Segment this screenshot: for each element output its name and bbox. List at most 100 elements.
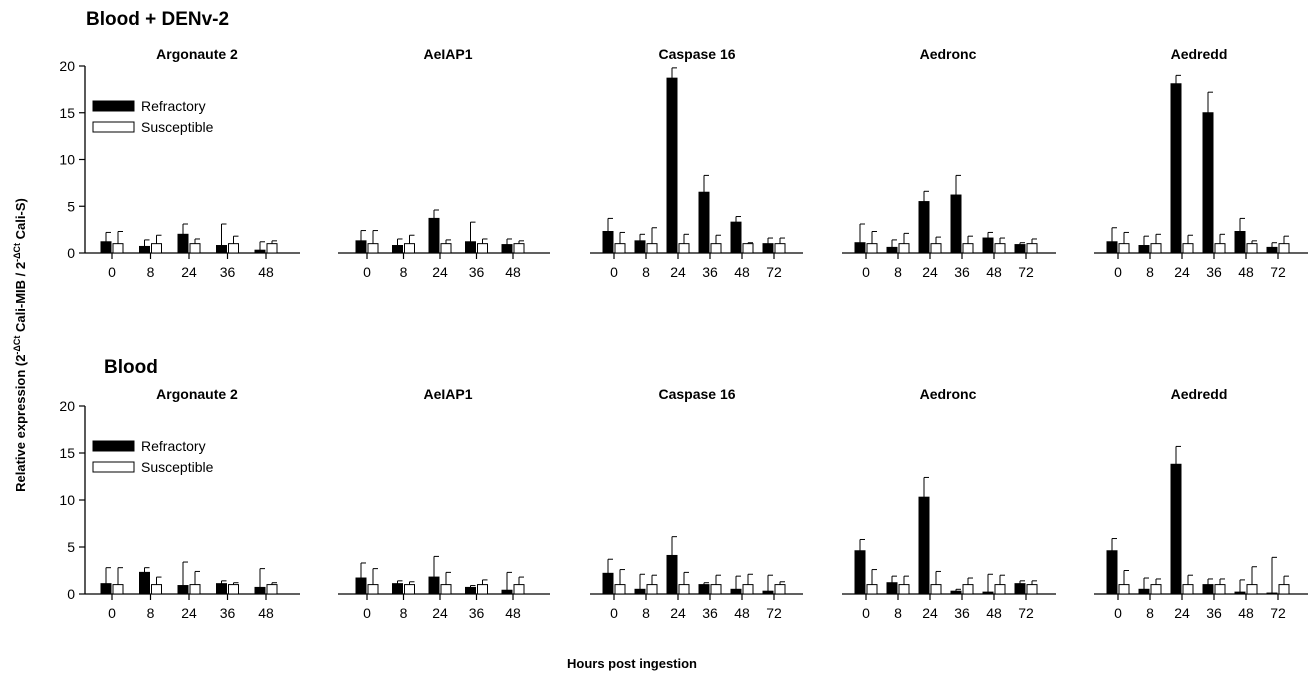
susceptible-bar: [930, 243, 942, 254]
susceptible-bar: [742, 584, 754, 595]
panel-title: Argonaute 2: [156, 46, 238, 62]
refractory-bar: [918, 201, 930, 254]
x-tick-label: 72: [1018, 605, 1034, 621]
panel-title: Aedredd: [1171, 46, 1228, 62]
refractory-bar: [602, 572, 614, 595]
refractory-bar: [762, 590, 774, 595]
susceptible-bar: [898, 584, 910, 595]
susceptible-bar: [962, 584, 974, 595]
susceptible-bar: [774, 243, 786, 254]
susceptible-bar: [228, 243, 239, 254]
x-tick-label: 48: [986, 605, 1002, 621]
x-tick-label: 0: [610, 264, 618, 280]
x-tick-label: 48: [1238, 264, 1254, 280]
panel-title: Aedronc: [920, 46, 977, 62]
susceptible-bar: [189, 243, 201, 254]
x-tick-label: 72: [766, 264, 782, 280]
refractory-bar: [100, 241, 112, 254]
refractory-bar: [1170, 463, 1182, 595]
panel-title: Aedronc: [920, 386, 977, 402]
x-tick-label: 0: [363, 605, 371, 621]
legend: Refractory Susceptible: [92, 438, 214, 475]
refractory-bar: [1014, 583, 1026, 595]
refractory-bar: [465, 586, 476, 595]
refractory-bar: [392, 583, 403, 595]
refractory-bar: [762, 243, 774, 254]
x-tick-label: 0: [1114, 264, 1122, 280]
legend-refractory-label: Refractory: [141, 438, 206, 454]
susceptible-bar: [710, 243, 722, 254]
x-tick-label: 72: [1270, 264, 1286, 280]
x-tick-label: 0: [108, 264, 116, 280]
refractory-bar: [216, 245, 227, 254]
x-tick-label: 36: [702, 605, 718, 621]
x-tick-label: 48: [505, 264, 521, 280]
susceptible-bar: [866, 243, 878, 254]
x-tick-label: 0: [363, 264, 371, 280]
legend-susceptible-swatch: [92, 461, 135, 473]
x-tick-label: 8: [894, 264, 902, 280]
susceptible-bar: [994, 584, 1006, 595]
chart-panels: Argonaute 2 0 5 10 15 20 Refractory Susceptible…: [59, 46, 1308, 621]
susceptible-bar: [1246, 584, 1258, 595]
refractory-bar: [854, 242, 866, 254]
refractory-bar: [1138, 245, 1150, 254]
refractory-bar: [428, 217, 440, 254]
x-tick-label: 36: [220, 605, 236, 621]
x-tick-label: 48: [505, 605, 521, 621]
panel-1-0: Argonaute 2 0 5 10 15 20 Refractory Susceptible…: [59, 386, 300, 621]
susceptible-bar: [112, 243, 124, 254]
y-tick-label: 20: [59, 398, 75, 414]
refractory-bar: [886, 582, 898, 595]
x-tick-label: 24: [181, 264, 197, 280]
panel-1-1: AeIAP1 0 8 24 36 48: [338, 386, 550, 621]
x-tick-label: 36: [469, 605, 485, 621]
x-tick-label: 36: [469, 264, 485, 280]
refractory-bar: [982, 591, 994, 595]
panel-title: AeIAP1: [423, 46, 472, 62]
refractory-bar: [177, 585, 189, 595]
susceptible-bar: [513, 584, 525, 595]
susceptible-bar: [678, 243, 690, 254]
y-tick-label: 5: [67, 198, 75, 214]
susceptible-bar: [774, 584, 786, 595]
refractory-bar: [139, 245, 150, 254]
refractory-bar: [428, 576, 440, 595]
refractory-bar: [730, 221, 742, 254]
susceptible-bar: [266, 584, 278, 595]
legend-refractory-label: Refractory: [141, 98, 206, 114]
susceptible-bar: [898, 243, 910, 254]
susceptible-bar: [614, 584, 626, 595]
x-tick-label: 24: [181, 605, 197, 621]
refractory-bar: [1014, 244, 1026, 254]
y-tick-label: 0: [67, 245, 75, 261]
panel-title: Caspase 16: [658, 46, 735, 62]
susceptible-bar: [678, 584, 690, 595]
refractory-bar: [698, 191, 710, 254]
x-axis-label: Hours post ingestion: [567, 656, 697, 671]
susceptible-bar: [440, 584, 452, 595]
susceptible-bar: [266, 243, 278, 254]
x-tick-label: 48: [258, 264, 274, 280]
y-tick-label: 10: [59, 492, 75, 508]
x-tick-label: 0: [610, 605, 618, 621]
y-tick-label: 15: [59, 445, 75, 461]
x-tick-label: 48: [1238, 605, 1254, 621]
refractory-bar: [730, 588, 742, 595]
susceptible-bar: [742, 243, 754, 254]
susceptible-bar: [1278, 243, 1290, 254]
legend-susceptible-label: Susceptible: [141, 119, 214, 135]
x-tick-label: 48: [986, 264, 1002, 280]
refractory-bar: [355, 577, 367, 595]
refractory-bar: [501, 244, 513, 254]
x-tick-label: 48: [734, 264, 750, 280]
susceptible-bar: [614, 243, 626, 254]
panel-0-4: Aedredd 0 8 24 36 48 72: [1094, 46, 1308, 280]
refractory-bar: [634, 240, 646, 254]
refractory-bar: [1266, 246, 1278, 254]
susceptible-bar: [646, 584, 658, 595]
x-tick-label: 24: [432, 264, 448, 280]
refractory-bar: [216, 583, 227, 595]
susceptible-bar: [1118, 243, 1130, 254]
susceptible-bar: [151, 584, 162, 595]
